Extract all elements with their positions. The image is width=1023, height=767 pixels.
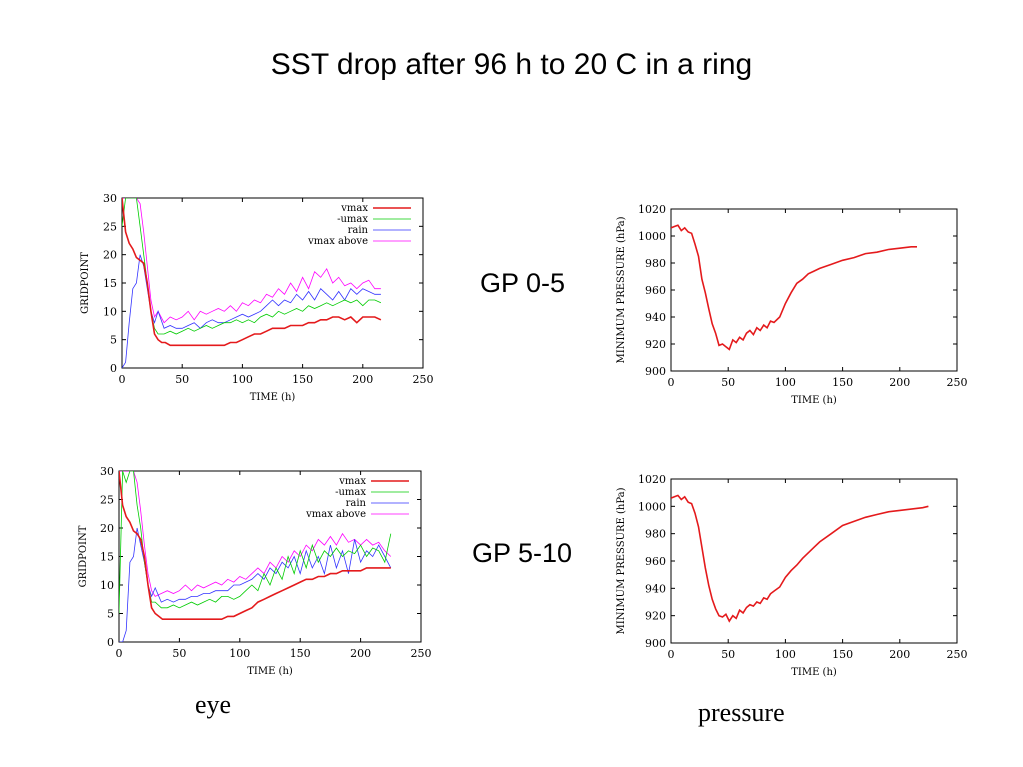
series-line-pressure [671, 494, 929, 623]
y-axis-title: GRIDPOINT [78, 525, 89, 587]
y-tick-label: 960 [645, 284, 666, 297]
y-axis-title: GRIDPOINT [80, 252, 91, 314]
x-tick-label: 100 [775, 376, 796, 389]
row-label-gp-0-5: GP 0-5 [480, 268, 566, 298]
y-tick-label: 1020 [638, 473, 666, 486]
x-tick-label: 50 [721, 376, 735, 389]
chart-panel-3: 0 50 100 150 200 250 900 920 940 960 980 1000 1020 TI… [616, 473, 968, 678]
series-line-pressure [671, 224, 917, 351]
y-tick-label: 900 [645, 365, 666, 378]
x-tick-label: 200 [889, 376, 910, 389]
x-tick-label: 0 [116, 647, 123, 660]
y-axis-title: MINIMUM PRESSURE (hPa) [616, 216, 627, 363]
y-tick-label: 1000 [638, 500, 666, 513]
x-tick-label: 250 [411, 647, 432, 660]
legend-label-umax: -umax [337, 214, 368, 225]
series-line-vmax-above [122, 198, 381, 324]
y-tick-label: 1000 [638, 230, 666, 243]
y-tick-label: 15 [103, 277, 117, 290]
y-tick-label: 980 [645, 528, 666, 541]
legend-label-vmax_above: vmax above [307, 236, 368, 247]
slide-title: SST drop after 96 h to 20 C in a ring [270, 48, 753, 81]
x-tick-label: 0 [119, 373, 126, 386]
x-tick-label: 200 [889, 648, 910, 661]
x-tick-label: 50 [175, 373, 189, 386]
x-tick-label: 50 [721, 648, 735, 661]
x-tick-label: 0 [668, 376, 675, 389]
x-axis-title: TIME (h) [791, 667, 837, 678]
y-tick-label: 20 [100, 522, 114, 535]
x-tick-label: 100 [232, 373, 253, 386]
y-tick-label: 25 [100, 494, 114, 507]
y-tick-label: 30 [103, 192, 117, 205]
x-tick-label: 250 [413, 373, 434, 386]
plot-frame [670, 478, 958, 644]
x-tick-label: 200 [350, 647, 371, 660]
x-tick-label: 100 [229, 647, 250, 660]
plot-frame [118, 470, 422, 643]
row-label-gp-5-10: GP 5-10 [472, 538, 573, 568]
x-tick-label: 150 [832, 648, 853, 661]
x-tick-label: 250 [947, 376, 968, 389]
y-tick-label: 15 [100, 551, 114, 564]
series-line-vmax [119, 471, 391, 621]
y-tick-label: 20 [103, 249, 117, 262]
x-tick-label: 100 [775, 648, 796, 661]
x-axis-title: TIME (h) [791, 395, 837, 406]
y-tick-label: 940 [645, 582, 666, 595]
y-tick-label: 10 [100, 579, 114, 592]
x-axis-title: TIME (h) [247, 666, 293, 677]
y-tick-label: 940 [645, 311, 666, 324]
y-tick-label: 900 [645, 637, 666, 650]
y-tick-label: 980 [645, 257, 666, 270]
x-axis-title: TIME (h) [250, 392, 296, 403]
y-tick-label: 920 [645, 610, 666, 623]
legend-label-vmax_above: vmax above [305, 509, 366, 520]
plot-frame [670, 208, 958, 372]
y-tick-label: 0 [107, 636, 114, 649]
legend-label-rain: rain [346, 498, 367, 509]
series-line-vmax-above [119, 471, 392, 597]
column-label-eye: eye [195, 690, 232, 719]
y-tick-label: 5 [107, 608, 114, 621]
x-tick-label: 200 [352, 373, 373, 386]
series-line-vmax [122, 198, 382, 347]
legend-label-rain: rain [348, 225, 369, 236]
y-tick-label: 10 [103, 305, 117, 318]
x-tick-label: 150 [290, 647, 311, 660]
y-tick-label: 1020 [638, 203, 666, 216]
column-label-pressure: pressure [698, 698, 785, 727]
legend-label-vmax: vmax [340, 203, 368, 214]
chart-panel-1: 0 50 100 150 200 250 900 920 940 960 980 1000 1020 TI… [616, 203, 968, 406]
legend-label-vmax: vmax [338, 476, 366, 487]
x-tick-label: 250 [947, 648, 968, 661]
chart-panel-2: 0 50 100 150 200 250 0 5 10 15 20 25 30 TIME (h) GRIDP… [78, 465, 432, 677]
y-tick-label: 920 [645, 338, 666, 351]
y-tick-label: 30 [100, 465, 114, 478]
chart-panel-0: 0 50 100 150 200 250 0 5 10 15 20 25 30 TIME (h) GRIDP… [80, 192, 434, 403]
y-tick-label: 960 [645, 555, 666, 568]
plot-frame [121, 197, 424, 369]
legend-label-umax: -umax [335, 487, 366, 498]
y-tick-label: 0 [110, 362, 117, 375]
y-tick-label: 25 [103, 220, 117, 233]
y-tick-label: 5 [110, 334, 117, 347]
x-tick-label: 50 [172, 647, 186, 660]
x-tick-label: 0 [668, 648, 675, 661]
x-tick-label: 150 [292, 373, 313, 386]
y-axis-title: MINIMUM PRESSURE (hPa) [616, 487, 627, 634]
x-tick-label: 150 [832, 376, 853, 389]
